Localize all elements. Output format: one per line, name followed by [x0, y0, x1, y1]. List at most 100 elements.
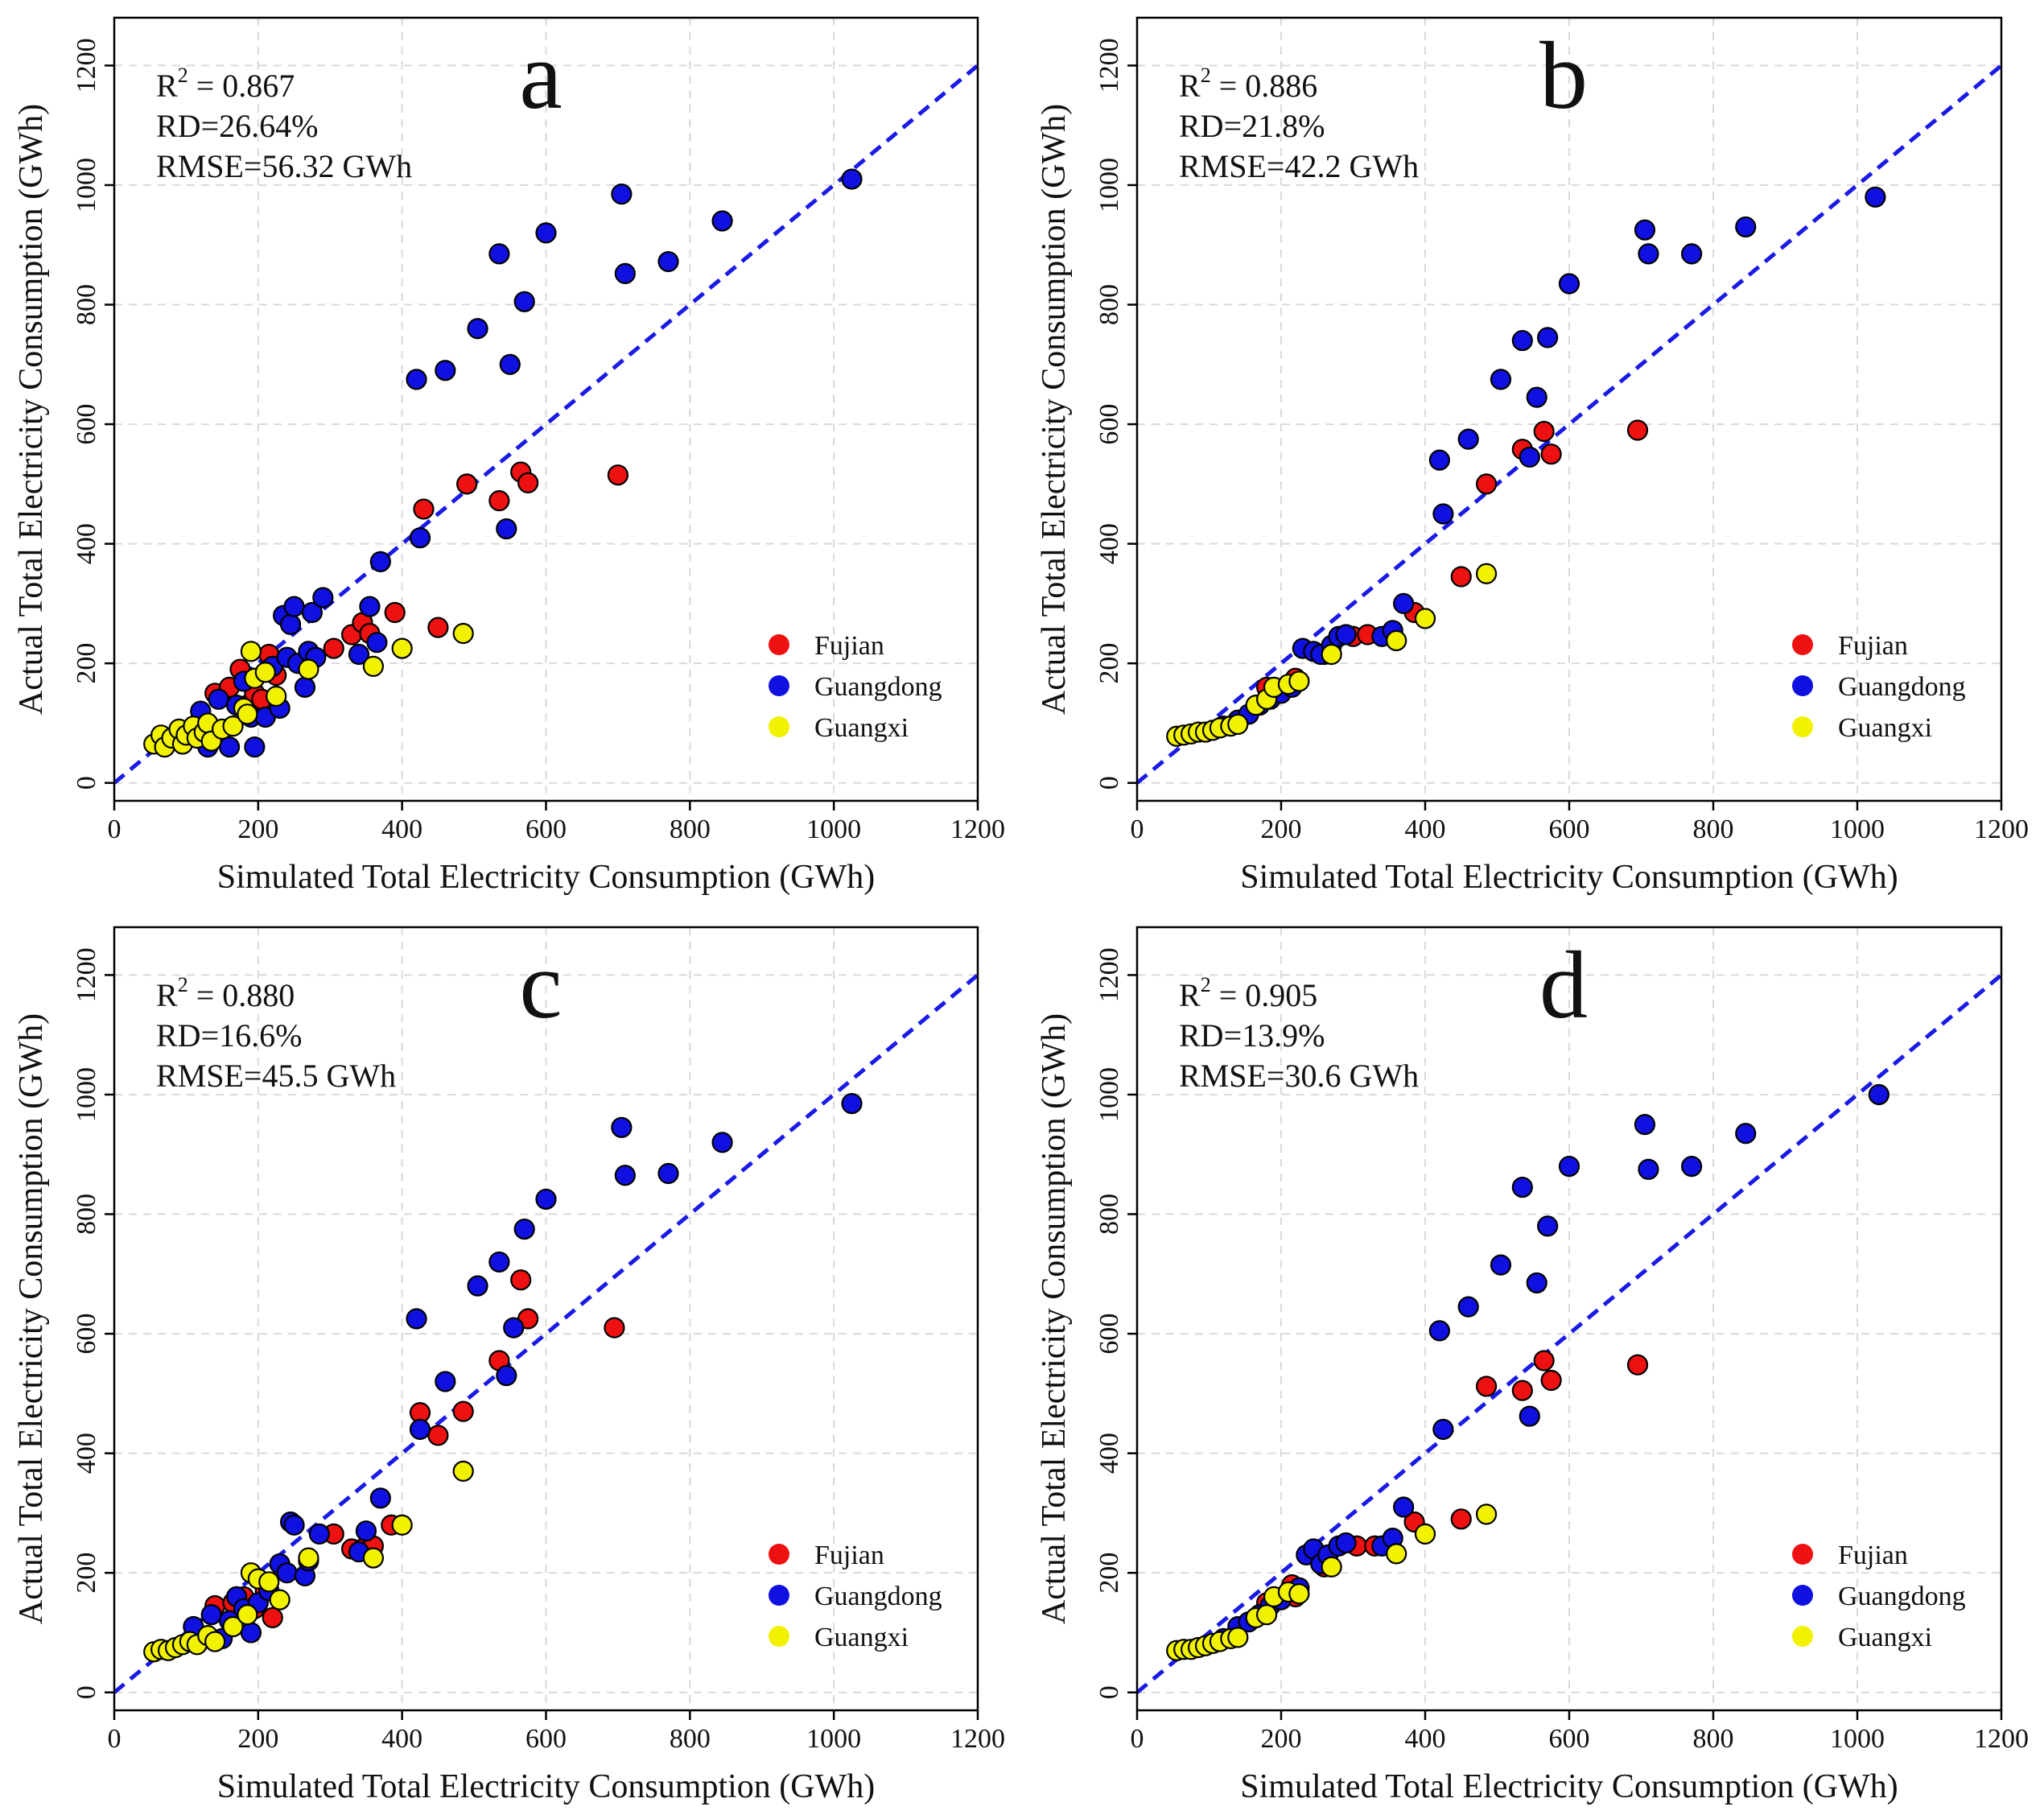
legend-marker-guangxi — [1792, 1626, 1813, 1647]
y-tick-label: 400 — [1094, 523, 1124, 564]
y-tick-label: 800 — [72, 1194, 101, 1235]
legend-label-guangdong: Guangdong — [1838, 1582, 1966, 1611]
legend-label-fujian: Fujian — [1838, 1541, 1908, 1570]
data-point — [222, 1615, 244, 1638]
data-point — [1540, 1369, 1562, 1392]
data-point — [1537, 1215, 1559, 1237]
data-point — [369, 551, 391, 573]
data-point — [1519, 1405, 1540, 1427]
legend-marker-guangxi — [1792, 716, 1813, 737]
data-point — [841, 168, 863, 190]
legend-marker-fujian — [1792, 1544, 1813, 1565]
x-tick-label: 800 — [1693, 1724, 1734, 1754]
data-point — [237, 1604, 258, 1626]
y-tick-label: 0 — [72, 776, 101, 790]
data-point — [1558, 1155, 1580, 1178]
x-tick-label: 1200 — [950, 815, 1005, 844]
data-point — [1735, 1123, 1757, 1145]
rmse-stat: RMSE=45.5 GWh — [156, 1058, 396, 1094]
data-point — [237, 703, 258, 725]
x-tick-label: 400 — [381, 815, 422, 844]
x-tick-label: 200 — [237, 1724, 278, 1754]
y-axis-title: Actual Total Electricity Consumption (GW… — [1036, 104, 1073, 715]
data-point — [427, 1425, 449, 1446]
data-point — [1321, 643, 1342, 666]
data-point — [1288, 670, 1310, 692]
x-tick-label: 0 — [108, 815, 122, 844]
data-point — [657, 1162, 679, 1185]
rmse-stat: RMSE=42.2 GWh — [1179, 148, 1419, 184]
data-point — [1255, 1604, 1278, 1626]
legend-marker-fujian — [769, 634, 789, 655]
data-point — [604, 1317, 625, 1338]
rmse-stat: RMSE=56.32 GWh — [156, 148, 412, 184]
data-point — [366, 632, 388, 654]
x-tick-label: 200 — [1261, 1724, 1302, 1754]
legend-label-guangdong: Guangdong — [1838, 672, 1966, 702]
y-tick-label: 200 — [72, 643, 101, 684]
data-point — [254, 662, 276, 683]
data-point — [262, 1607, 283, 1628]
y-tick-label: 800 — [1094, 284, 1124, 325]
data-point — [1288, 1583, 1310, 1605]
data-point — [1227, 713, 1249, 736]
x-tick-label: 0 — [108, 1724, 122, 1754]
data-point — [841, 1093, 863, 1115]
r2-stat: R2 = 0.905 — [1179, 973, 1317, 1013]
data-point — [1428, 1320, 1451, 1342]
r2-stat: R2 = 0.880 — [156, 973, 295, 1013]
x-tick-label: 1000 — [806, 815, 861, 844]
legend-label-guangxi: Guangxi — [814, 713, 909, 743]
data-point — [1735, 216, 1757, 238]
x-tick-label: 1200 — [950, 1724, 1005, 1754]
y-tick-label: 1200 — [1094, 38, 1124, 93]
data-point — [1526, 1272, 1547, 1294]
y-axis-title: Actual Total Electricity Consumption (GW… — [13, 1013, 50, 1624]
data-point — [362, 1547, 384, 1569]
data-point — [244, 736, 266, 758]
data-point — [301, 601, 323, 624]
data-point — [391, 637, 413, 659]
legend-label-guangdong: Guangdong — [814, 672, 942, 702]
data-point — [1475, 1503, 1498, 1525]
data-point — [1511, 1176, 1533, 1198]
legend-marker-guangxi — [769, 716, 789, 737]
data-point — [488, 243, 510, 265]
rd-stat: RD=21.8% — [1179, 108, 1325, 144]
data-point — [308, 1523, 330, 1545]
data-point — [1475, 1376, 1498, 1397]
data-point — [1511, 1380, 1533, 1401]
data-point — [1511, 329, 1533, 352]
y-tick-label: 0 — [72, 1685, 101, 1699]
data-point — [409, 1418, 431, 1441]
data-point — [413, 498, 435, 520]
data-point — [1865, 186, 1886, 208]
data-point — [258, 1571, 280, 1593]
rd-stat: RD=26.64% — [156, 108, 318, 144]
rmse-stat: RMSE=30.6 GWh — [1179, 1058, 1419, 1094]
y-axis-title: Actual Total Electricity Consumption (GW… — [13, 104, 50, 715]
legend-marker-guangdong — [1792, 1585, 1813, 1606]
data-point — [1638, 243, 1659, 265]
data-point — [1227, 1627, 1249, 1648]
data-point — [496, 518, 517, 540]
y-tick-label: 1200 — [1094, 947, 1124, 1002]
data-point — [409, 527, 431, 549]
y-tick-label: 800 — [1094, 1194, 1124, 1235]
data-point — [1386, 1543, 1407, 1565]
data-point — [1393, 592, 1415, 614]
data-point — [276, 1562, 298, 1584]
data-point — [607, 464, 629, 486]
data-point — [1335, 624, 1357, 646]
data-point — [1537, 327, 1559, 349]
x-tick-label: 0 — [1131, 1724, 1144, 1754]
data-point — [1428, 449, 1451, 471]
data-point — [452, 1400, 474, 1422]
data-point — [283, 1514, 305, 1536]
data-point — [1386, 629, 1407, 652]
data-point — [1414, 608, 1436, 629]
data-point — [1393, 1496, 1415, 1518]
data-point — [614, 1165, 636, 1186]
x-axis-title: Simulated Total Electricity Consumption … — [217, 1768, 875, 1805]
